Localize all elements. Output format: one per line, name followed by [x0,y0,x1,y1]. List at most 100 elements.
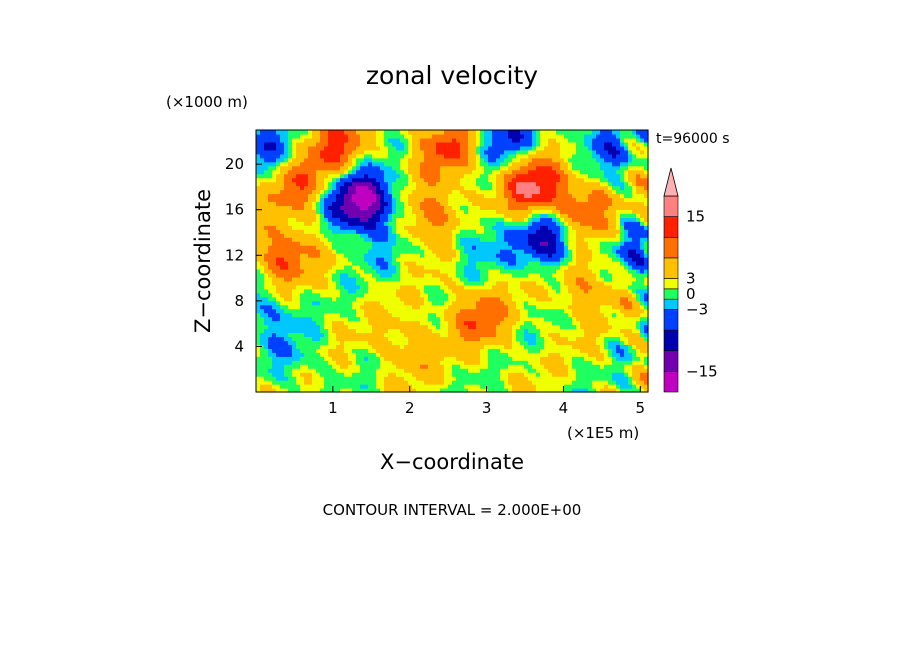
field-cell [272,296,277,302]
field-cell [424,177,429,183]
field-cell [352,189,357,195]
field-cell [372,296,377,302]
field-cell [284,249,289,254]
field-cell [392,177,397,183]
field-cell [312,153,317,159]
field-cell [316,316,321,322]
field-cell [544,380,549,385]
field-cell [292,344,297,349]
field-cell [508,364,513,369]
field-cell [384,257,389,262]
field-cell [492,145,497,151]
field-cell [540,169,545,175]
field-cell [376,288,381,294]
field-cell [544,205,549,210]
field-cell [476,276,481,282]
field-cell [288,225,293,230]
field-cell [488,352,493,357]
field-cell [304,213,309,218]
field-cell [328,332,333,338]
field-cell [488,332,493,338]
field-cell [412,161,417,167]
field-cell [364,241,369,246]
field-cell [272,217,277,222]
field-cell [444,169,449,175]
field-cell [412,249,417,254]
field-cell [460,209,465,214]
field-cell [296,169,301,175]
field-cell [396,320,401,326]
field-cell [296,364,301,369]
field-cell [532,157,537,163]
field-cell [488,137,493,143]
field-cell [452,368,457,373]
field-cell [448,213,453,218]
field-cell [400,288,405,294]
field-cell [316,380,321,385]
field-cell [320,336,325,341]
field-cell [372,177,377,183]
field-cell [548,384,553,389]
field-cell [512,189,517,195]
field-cell [364,177,369,183]
field-cell [360,356,365,361]
field-cell [276,165,281,171]
field-cell [516,225,521,230]
field-cell [296,348,301,353]
field-cell [492,233,497,238]
field-cell [348,197,353,203]
field-cell [512,284,517,290]
field-cell [260,264,265,270]
field-cell [352,217,357,222]
field-cell [308,137,313,143]
field-cell [516,332,521,338]
field-cell [404,372,409,377]
field-cell [316,137,321,143]
field-cell [308,340,313,345]
field-cell [524,296,529,302]
field-cell [372,217,377,222]
field-cell [348,308,353,314]
field-cell [496,205,501,210]
field-cell [256,217,261,222]
field-cell [396,209,401,214]
field-cell [472,237,477,242]
field-cell [456,316,461,322]
field-cell [536,237,541,242]
field-cell [280,388,285,393]
field-cell [284,264,289,270]
field-cell [336,372,341,377]
field-cell [528,272,533,278]
field-cell [380,241,385,246]
field-cell [528,133,533,139]
field-cell [504,340,509,345]
field-cell [528,153,533,159]
field-cell [540,336,545,341]
field-cell [496,173,501,179]
field-cell [468,165,473,171]
field-cell [308,368,313,373]
field-cell [432,276,437,282]
field-cell [528,340,533,345]
field-cell [320,372,325,377]
field-cell [496,272,501,278]
field-cell [300,237,305,242]
field-cell [412,141,417,147]
field-cell [544,141,549,147]
field-cell [488,344,493,349]
field-cell [312,205,317,210]
field-cell [376,292,381,298]
field-cell [464,380,469,385]
field-cell [284,209,289,214]
field-cell [464,165,469,171]
field-cell [316,292,321,298]
field-cell [544,257,549,262]
field-cell [360,221,365,226]
field-cell [372,130,377,135]
field-cell [436,296,441,302]
field-cell [408,153,413,159]
field-cell [416,308,421,314]
field-cell [432,197,437,203]
field-cell [364,364,369,369]
field-cell [348,276,353,282]
